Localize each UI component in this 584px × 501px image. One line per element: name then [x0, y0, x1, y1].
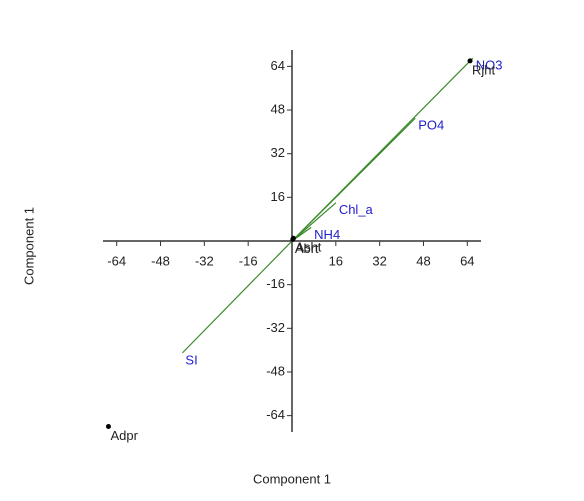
x-tick-label: -16	[239, 253, 258, 268]
y-tick-label: 16	[271, 189, 285, 204]
y-axis-title: Component 1	[21, 207, 36, 285]
x-tick-label: -64	[107, 253, 126, 268]
loading-vector	[182, 240, 293, 354]
sample-point	[105, 424, 111, 430]
y-tick-label: -64	[266, 407, 285, 422]
loading-vector	[291, 117, 416, 242]
x-tick-label: -48	[151, 253, 170, 268]
sample-label: Rjht	[472, 62, 496, 77]
x-tick-label: 16	[329, 253, 343, 268]
sample-label: Adpr	[110, 428, 138, 443]
sample-point	[290, 236, 296, 242]
x-tick-label: -32	[195, 253, 214, 268]
vector-label: NH4	[314, 227, 340, 242]
y-tick-label: -48	[266, 363, 285, 378]
x-tick-label: 48	[416, 253, 430, 268]
y-tick-label: 64	[271, 58, 285, 73]
y-tick-label: -32	[266, 320, 285, 335]
sample-label: Asht	[295, 240, 321, 255]
vector-label: NO3	[476, 58, 503, 73]
loading-vector	[291, 202, 337, 242]
x-axis-title: Component 1	[253, 471, 331, 486]
vector-label: Chl_a	[339, 202, 374, 217]
vector-label: SI	[185, 352, 197, 367]
x-tick-label: 32	[372, 253, 386, 268]
x-tick-label: 64	[460, 253, 474, 268]
sample-point	[467, 58, 473, 64]
sample-label: Abrt	[295, 241, 319, 256]
y-tick-label: 32	[271, 145, 285, 160]
y-tick-label: -16	[266, 276, 285, 291]
vector-label: PO4	[418, 118, 444, 133]
y-tick-label: 48	[271, 101, 285, 116]
